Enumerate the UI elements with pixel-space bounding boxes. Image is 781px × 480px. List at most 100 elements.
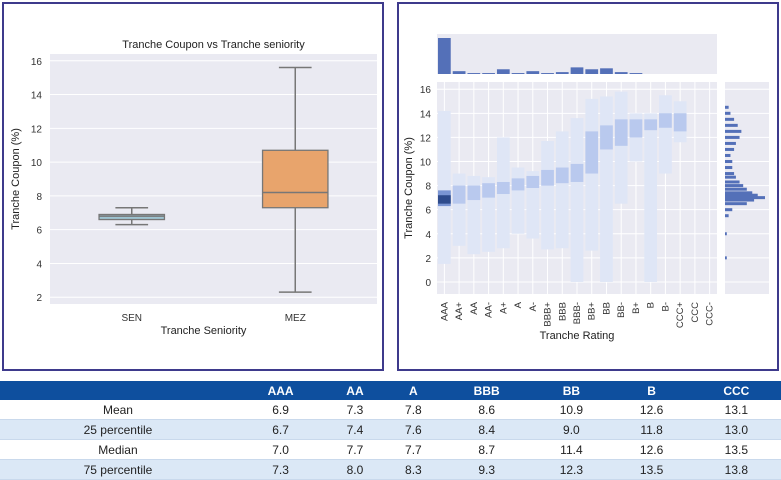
stats-column-header: BB xyxy=(531,381,612,400)
x-tick-label: AA xyxy=(469,301,480,314)
y-tick-label: 16 xyxy=(420,85,432,96)
heatmap-cell xyxy=(644,119,658,131)
stats-cell: 13.1 xyxy=(691,400,781,420)
y-tick-label: 4 xyxy=(425,230,431,241)
right-marginal-bar xyxy=(725,105,729,109)
stats-row-label: 25 percentile xyxy=(0,419,236,440)
y-tick-label: 16 xyxy=(31,57,43,68)
stats-cell: 7.8 xyxy=(384,400,443,420)
heatmap-column-bminus xyxy=(659,95,672,174)
y-tick-label: 10 xyxy=(420,158,432,169)
y-tick-label: 12 xyxy=(420,133,432,144)
heatmap-cell xyxy=(452,173,466,246)
heatmap-cell xyxy=(659,113,672,128)
top-marginal-bar xyxy=(452,71,466,74)
top-marginal-bar xyxy=(438,38,451,74)
right-marginal-bar xyxy=(725,166,733,170)
x-tick-label: BBB- xyxy=(572,302,583,324)
right-marginal-bar xyxy=(725,193,758,197)
heatmap-column-bbb xyxy=(555,131,569,249)
stats-row-label: Median xyxy=(0,439,236,460)
stats-cell: 12.6 xyxy=(611,400,692,420)
right-marginal-bar xyxy=(725,111,731,115)
heatmap-column-a xyxy=(511,167,525,234)
x-tick-label: BB+ xyxy=(587,302,598,321)
heatmap-column-aplus xyxy=(496,137,510,249)
right-marginal-bar xyxy=(725,147,735,151)
stats-cell: 7.3 xyxy=(325,400,385,420)
right-marginal-bar xyxy=(725,214,729,218)
y-tick-label: 4 xyxy=(36,259,42,270)
stats-cell: 13.8 xyxy=(691,459,781,480)
heatmap-cell xyxy=(600,96,613,282)
x-tick-label: BBB xyxy=(557,302,568,321)
right-marginal-bar xyxy=(725,198,755,202)
stats-cell: 6.9 xyxy=(235,400,326,420)
right-marginal-bar xyxy=(725,141,736,145)
top-marginal-bar xyxy=(541,73,554,74)
y-tick-label: 10 xyxy=(31,158,43,169)
x-axis-label: Tranche Rating xyxy=(540,330,615,342)
stats-cell: 7.0 xyxy=(235,439,326,460)
heatmap-cell xyxy=(600,125,613,150)
heatmap-cell xyxy=(629,119,643,138)
stats-cell: 13.0 xyxy=(691,419,781,440)
x-tick-label: A+ xyxy=(498,302,509,314)
top-marginal-bar xyxy=(629,73,643,74)
box-iqr xyxy=(98,213,166,221)
stats-cell: 12.6 xyxy=(611,439,692,460)
heatmap-column-cccplus xyxy=(673,101,687,143)
stats-cell: 11.8 xyxy=(611,419,692,440)
stats-cell: 13.5 xyxy=(691,439,781,460)
x-tick-label: B+ xyxy=(631,302,642,314)
right-marginal-bar xyxy=(725,184,744,188)
heatmap-cell xyxy=(452,185,466,204)
jointplot-panel: 0 2 4 6 8 10 12 14 16 AAA AA+ AA AA- A+ A A- BBB+ BBB BBB-… xyxy=(397,2,779,371)
heatmap-column-bbbminus xyxy=(570,118,584,282)
stats-cell: 11.4 xyxy=(531,439,612,460)
y-axis-label: Tranche Coupon (%) xyxy=(403,137,415,239)
heatmap-cell xyxy=(496,181,510,195)
heatmap-cell xyxy=(467,185,481,201)
heatmap-column-aaa xyxy=(438,110,451,264)
y-tick-label: 2 xyxy=(425,254,431,265)
heatmap-cell xyxy=(555,131,569,249)
boxplot-panel: Tranche Coupon vs Tranche seniority 2 4 6 8 1… xyxy=(2,2,384,371)
y-tick-label: 8 xyxy=(36,192,42,203)
stats-cell: 13.5 xyxy=(611,459,692,480)
right-marginal-bar xyxy=(725,123,738,127)
top-marginal-bar xyxy=(585,69,599,74)
stats-cell: 10.9 xyxy=(531,400,612,420)
heatmap-cell xyxy=(585,98,599,251)
heatmap-cell xyxy=(438,195,451,204)
heatmap-cell xyxy=(438,110,451,264)
top-marginal-bar xyxy=(555,72,569,74)
heatmap-cell xyxy=(526,175,540,188)
heatmap-cell xyxy=(541,141,554,250)
stats-header-row: AAA AA A BBB BB B CCC xyxy=(0,381,781,400)
box-iqr xyxy=(261,149,329,209)
right-marginal-bar xyxy=(725,117,735,121)
stats-cell: 7.7 xyxy=(325,439,385,460)
y-tick-label: 8 xyxy=(425,182,431,193)
heatmap-cell xyxy=(482,183,495,198)
stats-column-header: A xyxy=(384,381,443,400)
right-marginal-bar xyxy=(725,208,733,212)
stats-cell: 8.7 xyxy=(442,439,532,460)
y-tick-label: 6 xyxy=(425,206,431,217)
x-tick-label: BBB+ xyxy=(543,302,554,327)
y-tick-label: 12 xyxy=(31,124,43,135)
x-tick-label: BB xyxy=(601,302,612,315)
right-marginal-bar xyxy=(725,153,731,157)
x-axis-label: Tranche Seniority xyxy=(161,325,247,337)
heatmap-column-aaplus xyxy=(452,173,466,246)
stats-column-header: BBB xyxy=(442,381,532,400)
heatmap-cell xyxy=(614,91,628,204)
right-marginal-bar xyxy=(725,180,740,184)
top-marginal-bar xyxy=(526,71,540,74)
heatmap-column-b xyxy=(644,113,658,282)
y-tick-label: 14 xyxy=(31,91,43,102)
stats-cell: 7.6 xyxy=(384,419,443,440)
stats-row: 75 percentile 7.3 8.0 8.3 9.3 12.3 13.5 13.8 xyxy=(0,459,781,480)
x-tick-label: B- xyxy=(660,302,671,312)
